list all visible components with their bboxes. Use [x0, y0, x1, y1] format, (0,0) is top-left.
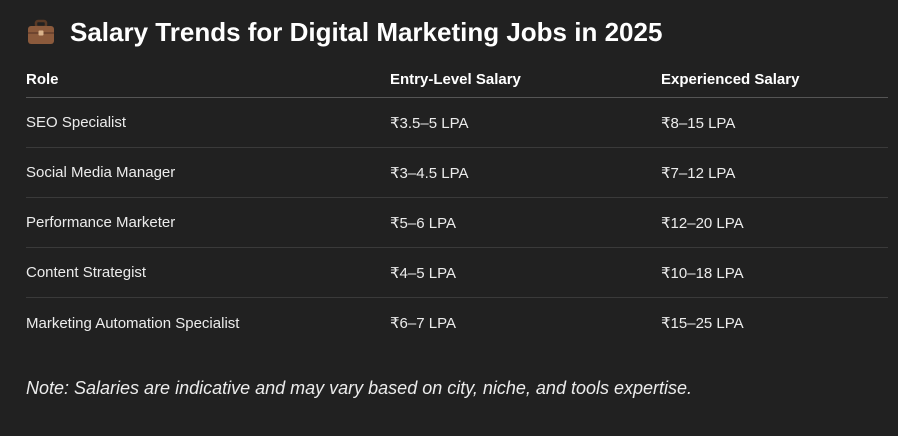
experienced-salary-cell: ₹12–20 LPA [661, 214, 744, 232]
page-heading: Salary Trends for Digital Marketing Jobs… [26, 14, 662, 50]
table-row: Marketing Automation Specialist ₹6–7 LPA… [26, 298, 888, 348]
footnote: Note: Salaries are indicative and may va… [26, 378, 693, 398]
table-row: SEO Specialist ₹3.5–5 LPA ₹8–15 LPA [26, 98, 888, 148]
entry-salary-cell: ₹5–6 LPA [390, 214, 456, 232]
role-cell: SEO Specialist [26, 114, 127, 131]
briefcase-icon [26, 17, 56, 47]
header-entry-level-salary: Entry-Level Salary [390, 71, 521, 88]
entry-salary-cell: ₹4–5 LPA [390, 264, 456, 282]
role-cell: Content Strategist [26, 264, 147, 281]
entry-salary-cell: ₹3.5–5 LPA [390, 114, 469, 132]
table-header-row: Role Entry-Level Salary Experienced Sala… [26, 62, 888, 98]
page-title: Salary Trends for Digital Marketing Jobs… [70, 16, 663, 47]
header-role: Role [26, 71, 59, 88]
role-cell: Performance Marketer [26, 214, 176, 231]
table-row: Performance Marketer ₹5–6 LPA ₹12–20 LPA [26, 198, 888, 248]
experienced-salary-cell: ₹7–12 LPA [661, 164, 736, 182]
salary-table: Role Entry-Level Salary Experienced Sala… [26, 62, 888, 348]
entry-salary-cell: ₹6–7 LPA [390, 315, 456, 332]
role-cell: Social Media Manager [26, 164, 176, 181]
table-row: Content Strategist ₹4–5 LPA ₹10–18 LPA [26, 248, 888, 298]
entry-salary-cell: ₹3–4.5 LPA [390, 164, 469, 182]
experienced-salary-cell: ₹8–15 LPA [661, 114, 736, 132]
experienced-salary-cell: ₹10–18 LPA [661, 264, 744, 282]
role-cell: Marketing Automation Specialist [26, 314, 240, 332]
experienced-salary-cell: ₹15–25 LPA [661, 315, 744, 332]
table-row: Social Media Manager ₹3–4.5 LPA ₹7–12 LP… [26, 148, 888, 198]
header-experienced-salary: Experienced Salary [661, 71, 800, 88]
